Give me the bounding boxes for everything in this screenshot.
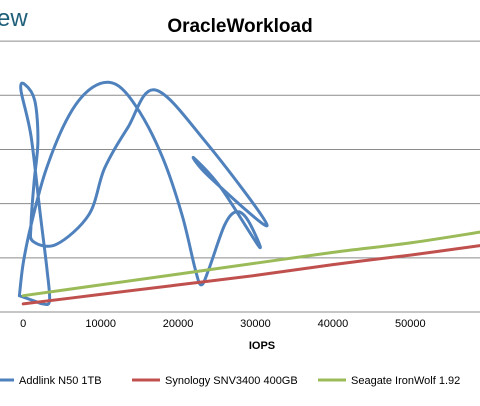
x-tick-label: 30000 — [240, 318, 271, 330]
series-lines — [17, 80, 480, 307]
series-line-1 — [21, 244, 480, 306]
legend-label-2: Seagate IronWolf 1.92 — [351, 375, 460, 387]
x-axis-title: IOPS — [249, 340, 275, 352]
x-tick-label: 20000 — [163, 318, 194, 330]
series-line-0 — [17, 80, 269, 307]
series-line-2 — [21, 230, 480, 298]
x-tick-label: 50000 — [395, 318, 426, 330]
chart-title: OracleWorkload — [167, 16, 312, 37]
logo-fragment: ew — [0, 5, 28, 32]
x-tick-label: 0 — [20, 318, 26, 330]
legend: Addlink N50 1TB Synology SNV3400 400GB Sea… — [0, 375, 460, 387]
legend-label-0: Addlink N50 1TB — [19, 375, 102, 387]
legend-label-1: Synology SNV3400 400GB — [165, 375, 298, 387]
x-tick-label: 10000 — [85, 318, 116, 330]
x-axis: 0 10000 20000 30000 40000 50000 — [20, 318, 425, 330]
grid-lines — [0, 40, 480, 313]
x-tick-label: 40000 — [318, 318, 349, 330]
